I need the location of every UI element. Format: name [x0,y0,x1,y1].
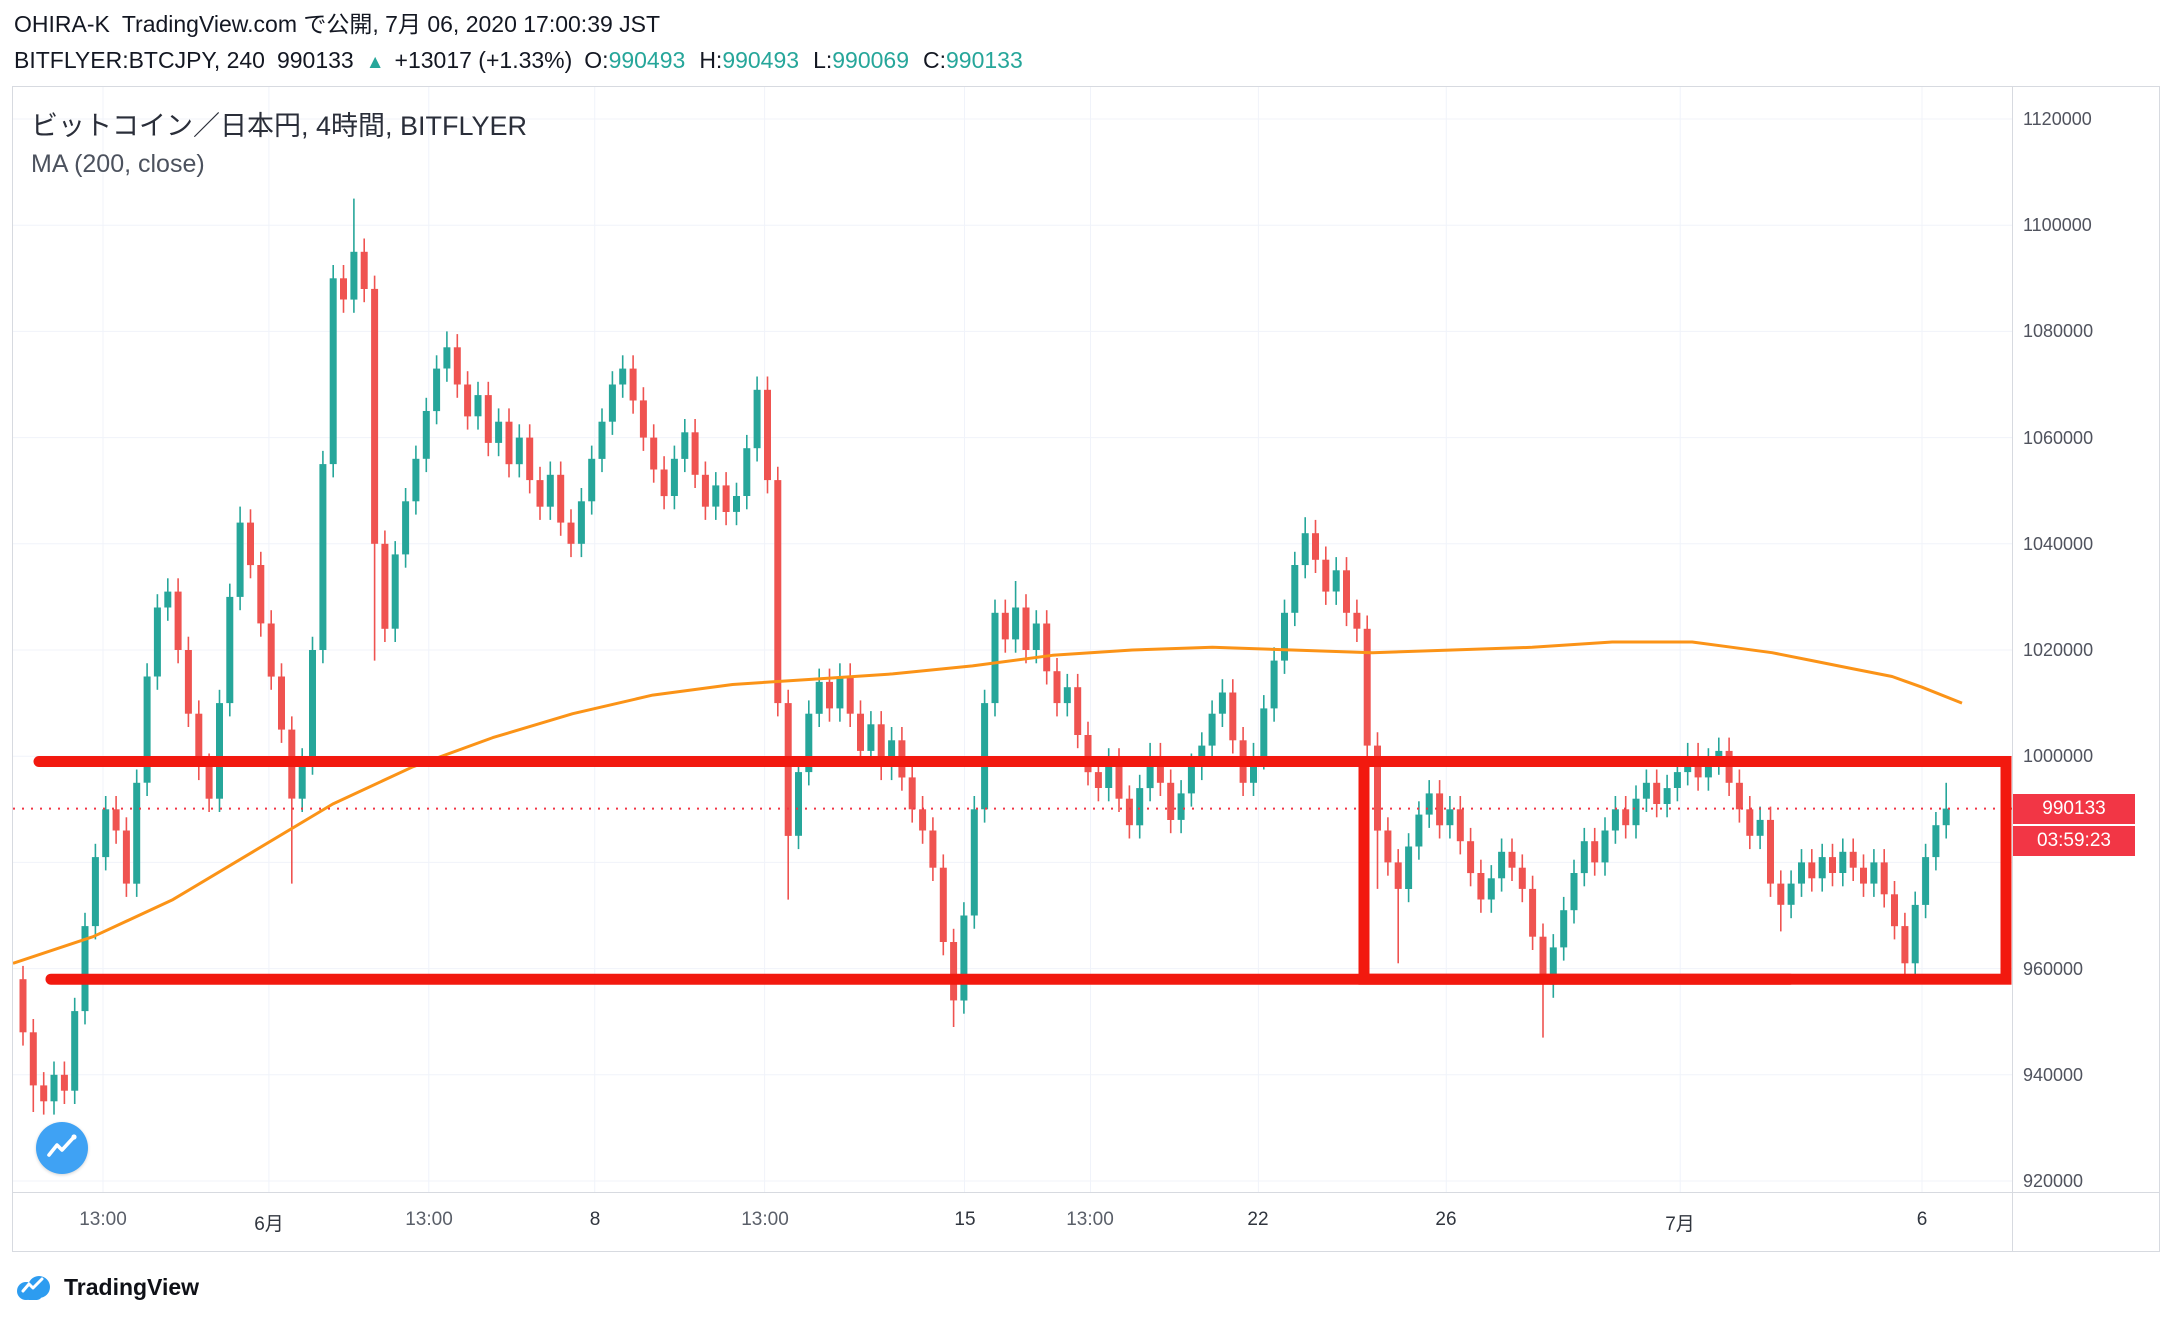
publish-info-line: OHIRA-K TradingView.com で公開, 7月 06, 2020 … [14,6,1037,42]
ohlc-close: C:990133 [923,47,1023,73]
drawing-annotations [33,756,2012,985]
author-name[interactable]: OHIRA-K [14,11,110,37]
ohlc-high: H:990493 [699,47,799,73]
symbol-name[interactable]: BITFLYER:BTCJPY, 240 [14,47,265,73]
time-tick-label: 13:00 [1066,1209,1114,1230]
last-price: 990133 [276,47,354,73]
publish-header: OHIRA-K TradingView.com で公開, 7月 06, 2020 … [14,6,1037,81]
time-axis-separator [13,1192,2159,1193]
chart-legend: ビットコイン／日本円, 4時間, BITFLYER MA (200, close… [31,109,527,181]
close-label: C: [923,47,946,73]
high-value: 990493 [722,47,800,73]
time-tick-label: 6 [1916,1209,1928,1230]
tradingview-logo-icon[interactable] [14,1272,54,1302]
close-value: 990133 [946,47,1023,73]
price-tick-label: 1080000 [2023,321,2094,341]
open-label: O: [584,47,609,73]
ohlc-open: O:990493 [584,47,685,73]
price-tick-label: 940000 [2023,1065,2084,1085]
up-triangle-icon: ▲ [365,52,385,73]
time-tick-label: 7月 [1665,1214,1695,1235]
low-label: L: [813,47,833,73]
legend-symbol-title[interactable]: ビットコイン／日本円, 4時間, BITFLYER [31,111,528,141]
high-label: H: [699,47,723,73]
ma200-line[interactable] [13,640,1963,965]
price-axis[interactable]: 1120000 1100000 1080000 1060000 1040000 10200… [2013,87,2159,1192]
time-tick-label: 13:00 [79,1209,127,1230]
tradingview-watermark-button[interactable] [36,1122,88,1174]
chart-widget: ビットコイン／日本円, 4時間, BITFLYER MA (200, close… [12,86,2160,1252]
time-tick-label: 6月 [254,1214,284,1235]
open-value: 990493 [608,47,686,73]
price-tick-label: 1060000 [2023,428,2094,448]
time-tick-label: 26 [1435,1209,1457,1230]
brand-name[interactable]: TradingView [64,1273,200,1300]
price-tick-label: 1120000 [2023,109,2092,129]
price-axis-separator [2012,87,2013,1251]
time-axis[interactable]: 13:00 6月 13:00 8 13:00 15 13:00 22 26 7月 6 [13,1193,2012,1251]
time-tick-label: 22 [1247,1209,1269,1230]
price-tick-label: 1100000 [2023,215,2092,235]
bar-countdown-badge: 03:59:23 [2013,826,2135,856]
time-tick-label: 8 [589,1209,601,1230]
time-tick-label: 13:00 [405,1209,453,1230]
time-tick-label: 15 [954,1209,976,1230]
legend-ma-indicator[interactable]: MA (200, close) [31,150,205,178]
price-tick-label: 960000 [2023,959,2084,979]
candles-layer [19,198,1950,1115]
price-tick-label: 1040000 [2023,534,2094,554]
attribution-bar: TradingView [14,1272,199,1302]
ohlc-low: L:990069 [813,47,909,73]
candlestick-plot[interactable] [13,87,2012,1192]
low-value: 990069 [832,47,909,73]
price-change: +13017 (+1.33%) [394,47,573,73]
price-tick-label: 1020000 [2023,640,2094,660]
annotation-range-box[interactable] [1358,756,2012,985]
current-price-badge: 990133 [2013,794,2135,824]
symbol-info-line: BITFLYER:BTCJPY, 240 990133 ▲ +13017 (+1.33… [14,42,1037,81]
time-tick-label: 13:00 [741,1209,789,1230]
price-tick-label: 920000 [2023,1171,2084,1191]
tradingview-chart-icon [47,1134,77,1157]
price-tick-label: 1000000 [2023,746,2094,766]
publish-timestamp: TradingView.com で公開, 7月 06, 2020 17:00:3… [121,11,661,37]
